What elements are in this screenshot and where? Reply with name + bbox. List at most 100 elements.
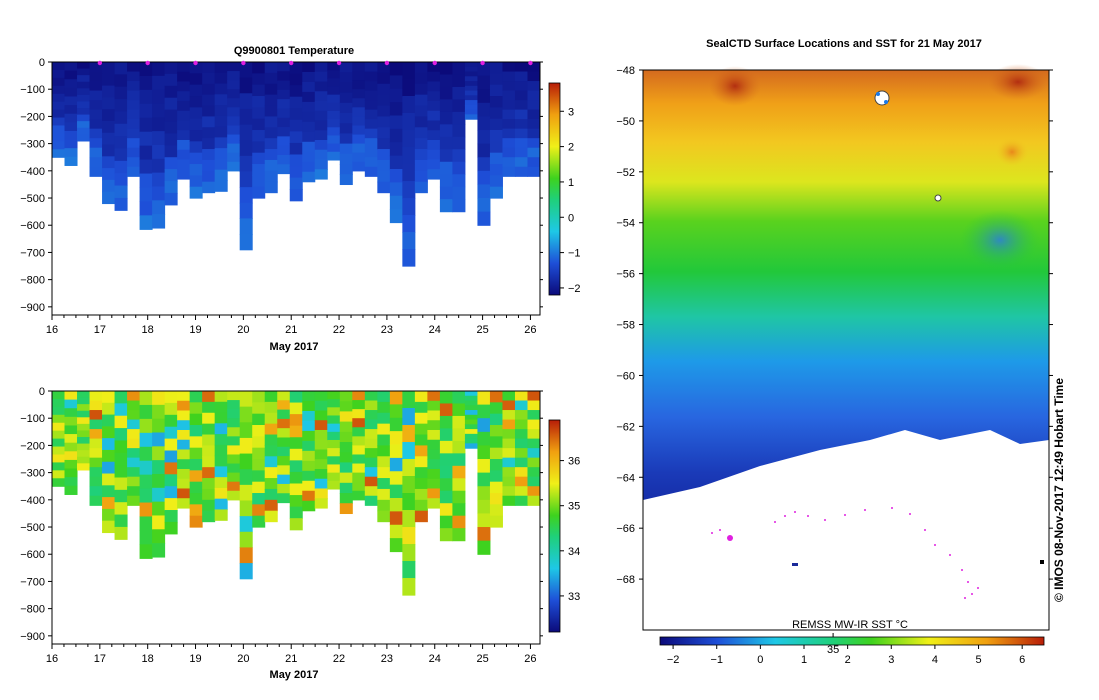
profile-cell (302, 62, 316, 73)
x-tick-label: 23 (381, 653, 393, 665)
profile-cell (327, 464, 341, 474)
profile-cell (77, 423, 91, 432)
profile-cell (439, 62, 453, 76)
profile-cell (202, 412, 216, 425)
profile-cell (289, 189, 303, 202)
profile-cell (77, 456, 91, 464)
profile-cell (77, 437, 91, 445)
profile-cell (439, 136, 453, 150)
profile-cell (302, 410, 316, 422)
y-tick-label: −200 (20, 440, 45, 452)
profile-cell (464, 429, 478, 435)
profile-cell (477, 102, 491, 118)
profile-cell (252, 107, 266, 120)
profile-cell (289, 460, 303, 473)
profile-cell (114, 440, 128, 454)
x-tick-label: 20 (237, 324, 249, 336)
profile-cell (239, 77, 253, 94)
profile-cell (227, 418, 241, 428)
profile-cell (339, 164, 353, 175)
profile-cell (339, 113, 353, 124)
profile-cell (314, 130, 328, 141)
profile-cell (152, 131, 166, 146)
profile-cell (489, 459, 503, 471)
profile-cell (152, 529, 166, 544)
profile-cell (289, 425, 303, 438)
profile-cell (414, 72, 428, 85)
profile-cell (164, 474, 178, 487)
seal-track-point (824, 519, 826, 521)
profile-cell (514, 410, 528, 421)
profile-cell (52, 478, 66, 487)
profile-cell (452, 428, 466, 442)
profile-cell (114, 197, 128, 211)
profile-cell (277, 127, 291, 137)
profile-cell (477, 459, 491, 474)
profile-cell (514, 128, 528, 139)
profile-cell (64, 425, 78, 435)
profile-cell (377, 127, 391, 139)
profile-cell (127, 476, 141, 487)
profile-cell (477, 404, 491, 419)
lat-tick-label: −60 (616, 370, 635, 382)
profile-cell (452, 136, 466, 150)
profile-cell (89, 62, 103, 73)
seal-track-point (971, 593, 973, 595)
profile-cell (77, 68, 91, 76)
profile-cell (152, 460, 166, 475)
profile-cell (77, 108, 91, 116)
profile-cell (477, 527, 491, 542)
profile-cell (214, 391, 228, 403)
profile-cell (377, 467, 391, 479)
profile-cell (402, 408, 416, 426)
profile-cell (139, 201, 153, 216)
profile-cell (139, 488, 153, 504)
profile-cell (502, 138, 516, 149)
profile-cell (314, 400, 328, 412)
profile-cell (114, 160, 128, 174)
profile-cell (527, 400, 541, 411)
profile-cell (414, 434, 428, 447)
profile-cell (414, 478, 428, 490)
profile-cell (502, 495, 516, 506)
profile-cell (302, 470, 316, 482)
profile-cell (377, 499, 391, 512)
profile-cell (389, 511, 403, 526)
profile-cell (464, 405, 478, 411)
seal-track-point (977, 587, 979, 589)
profile-cell (389, 62, 403, 76)
profile-cell (189, 62, 203, 74)
profile-cell (127, 391, 141, 402)
profile-cell (252, 459, 266, 471)
profile-cell (189, 84, 203, 97)
profile-cell (364, 419, 378, 430)
profile-cell (352, 463, 366, 474)
profile-cell (77, 81, 91, 89)
profile-cell (277, 428, 291, 439)
profile-cell (364, 90, 378, 101)
profile-cell (202, 510, 216, 523)
profile-cell (102, 132, 116, 146)
profile-cell (52, 141, 66, 150)
profile-cell (177, 169, 191, 180)
profile-cell (402, 459, 416, 477)
profile-cell (489, 493, 503, 505)
warm-eddy-east (988, 64, 1048, 100)
sst-colorbar-title: REMSS MW-IR SST °C (792, 619, 908, 631)
profile-cell (439, 515, 453, 529)
profile-cell (339, 431, 353, 443)
profile-cell (177, 459, 191, 470)
profile-cell (514, 62, 528, 73)
profile-cell (389, 209, 403, 224)
seal-track (711, 507, 979, 599)
profile-cell (164, 73, 178, 87)
profile-cell (139, 145, 153, 161)
profile-cell (64, 399, 78, 409)
profile-cell (227, 80, 241, 90)
profile-cell (502, 119, 516, 130)
profile-cell (289, 154, 303, 167)
profile-cell (302, 450, 316, 462)
profile-cell (327, 399, 341, 408)
profile-cell (114, 489, 128, 503)
